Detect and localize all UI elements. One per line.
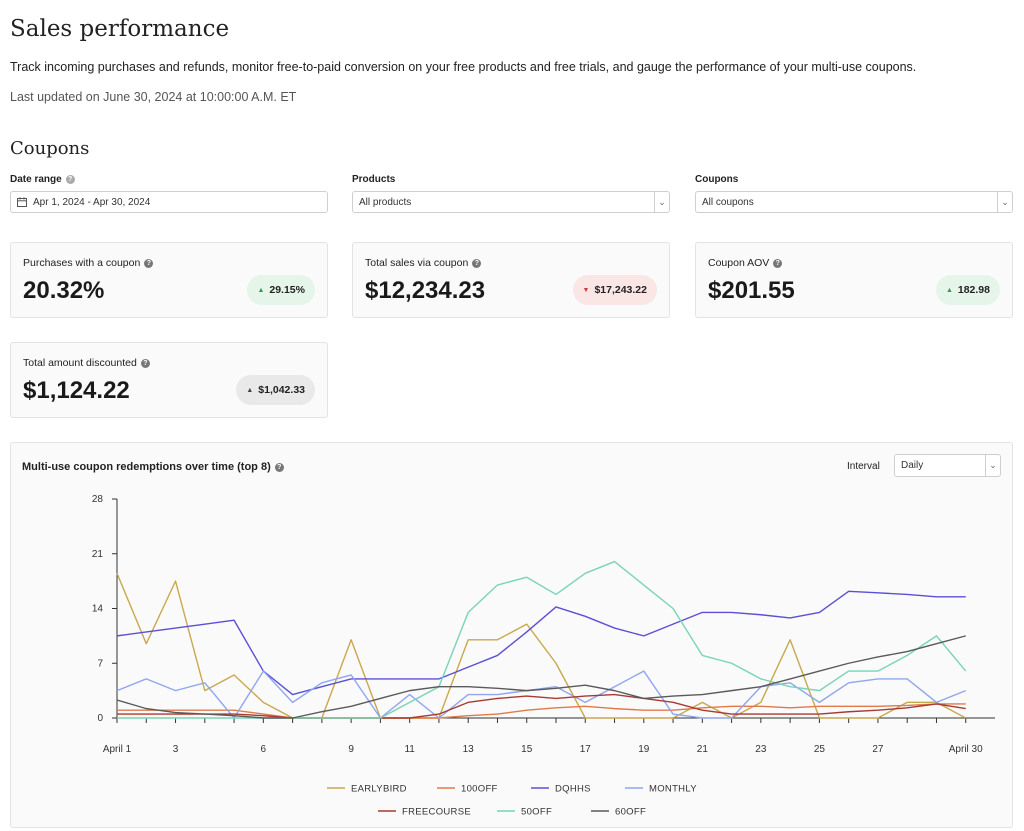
chevron-down-icon[interactable]: ⌄ [985, 455, 1000, 476]
delta-value: $1,042.33 [258, 384, 305, 396]
series-line-freecourse [117, 693, 966, 719]
products-value: All products [359, 196, 412, 208]
series-line-dqhhs [116, 590, 966, 696]
x-tick-label: April 1 [103, 744, 132, 755]
legend-label-earlybird: EARLYBIRD [351, 784, 407, 795]
last-updated-text: Last updated on June 30, 2024 at 10:00:0… [10, 90, 297, 104]
coupon-redemptions-chart-panel: 0 7 14 21 28 April 1 3 6 9 11 13 15 17 19 21 23 25 27 Apri… [10, 442, 1013, 828]
delta-badge: ▼ $17,243.22 [572, 275, 657, 305]
x-tick-label: April 30 [949, 744, 983, 755]
legend-label-100off: 100OFF [461, 784, 498, 795]
metric-value: 20.32% [23, 277, 105, 304]
series-line-50off [117, 560, 967, 719]
metric-label: Total sales via coupon [365, 257, 469, 269]
metric-card-total-amount-discounted: Total amount discounted ? $1,124.22 ▲ $1… [10, 342, 328, 418]
x-tick-label: 21 [697, 744, 709, 755]
coupons-select[interactable]: All coupons ⌄ [695, 191, 1013, 213]
triangle-up-icon: ▲ [246, 386, 254, 394]
delta-badge: ▲ $1,042.33 [236, 375, 315, 405]
legend-label-dqhhs: DQHHS [555, 784, 591, 795]
delta-badge: ▲ 182.98 [935, 275, 1000, 305]
coupon-redemptions-chart: 0 7 14 21 28 April 1 3 6 9 11 13 15 17 19 21 23 25 27 Apri… [92, 494, 995, 818]
chevron-down-icon[interactable]: ⌄ [997, 192, 1012, 212]
x-tick-label: 6 [261, 744, 267, 755]
x-tick-label: 9 [348, 744, 354, 755]
delta-badge: ▲ 29.15% [247, 275, 315, 305]
coupons-filter: Coupons All coupons ⌄ [695, 172, 1013, 213]
coupons-value: All coupons [702, 196, 754, 208]
x-tick-label: 19 [638, 744, 650, 755]
y-tick-label: 0 [97, 713, 103, 724]
page-description: Track incoming purchases and refunds, mo… [10, 60, 917, 74]
metric-card-purchases-with-coupon: Purchases with a coupon ? 20.32% ▲ 29.15… [10, 242, 328, 318]
y-tick-label: 28 [92, 494, 104, 505]
interval-label: Interval [847, 461, 880, 472]
legend-label-monthly: MONTHLY [649, 784, 697, 795]
legend-label-freecourse: FREECOURSE [402, 807, 471, 818]
y-tick-label: 7 [97, 658, 103, 669]
interval-select[interactable]: Daily ⌄ [894, 454, 1001, 477]
help-circle-icon[interactable]: ? [140, 358, 150, 368]
help-circle-icon[interactable]: ? [773, 258, 783, 268]
interval-value: Daily [901, 460, 924, 471]
metric-label: Total amount discounted [23, 357, 137, 369]
chart-title: Multi-use coupon redemptions over time (… [22, 461, 271, 473]
section-title-coupons: Coupons [10, 138, 90, 159]
x-tick-label: 25 [814, 744, 826, 755]
x-tick-label: 13 [463, 744, 475, 755]
x-tick-label: 27 [872, 744, 884, 755]
metric-label: Coupon AOV [708, 257, 770, 269]
metric-card-coupon-aov: Coupon AOV ? $201.55 ▲ 182.98 [695, 242, 1013, 318]
delta-value: $17,243.22 [594, 284, 647, 296]
chevron-down-icon[interactable]: ⌄ [654, 192, 669, 212]
coupons-label: Coupons [695, 173, 739, 185]
x-tick-label: 3 [173, 744, 179, 755]
help-circle-icon[interactable]: ? [144, 258, 154, 268]
delta-value: 182.98 [957, 284, 990, 296]
x-tick-label: 11 [404, 744, 415, 755]
help-circle-icon[interactable]: ? [472, 258, 482, 268]
metric-card-total-sales-via-coupon: Total sales via coupon ? $12,234.23 ▼ $1… [352, 242, 670, 318]
triangle-up-icon: ▲ [257, 286, 265, 294]
y-tick-label: 14 [92, 604, 104, 615]
date-range-value: Apr 1, 2024 - Apr 30, 2024 [33, 196, 151, 208]
metric-value: $1,124.22 [23, 377, 130, 404]
y-tick-label: 21 [92, 549, 104, 560]
legend-label-60off: 60OFF [615, 807, 646, 818]
legend-label-50off: 50OFF [521, 807, 552, 818]
x-tick-label: 23 [755, 744, 767, 755]
date-range-label: Date range [10, 173, 62, 185]
series-line-monthly [116, 670, 966, 719]
help-circle-icon[interactable]: ? [274, 462, 284, 472]
date-range-filter: Date range ? Apr 1, 2024 - Apr 30, 2024 [10, 172, 328, 213]
date-range-picker[interactable]: Apr 1, 2024 - Apr 30, 2024 [10, 191, 328, 213]
series-line-earlybird [116, 573, 967, 719]
metric-value: $12,234.23 [365, 277, 486, 304]
delta-value: 29.15% [269, 284, 305, 296]
metric-label: Purchases with a coupon [23, 257, 141, 269]
x-tick-label: 15 [521, 744, 533, 755]
products-select[interactable]: All products ⌄ [352, 191, 670, 213]
products-filter: Products All products ⌄ [352, 172, 670, 213]
triangle-up-icon: ▲ [945, 286, 953, 294]
series-line-60off [116, 635, 966, 719]
x-tick-label: 17 [580, 744, 592, 755]
metric-value: $201.55 [708, 277, 795, 304]
page-title: Sales performance [10, 16, 230, 42]
products-label: Products [352, 173, 396, 185]
triangle-down-icon: ▼ [582, 286, 590, 294]
calendar-icon [17, 197, 27, 207]
help-circle-icon[interactable]: ? [65, 174, 75, 184]
series-line-100off [117, 703, 966, 719]
